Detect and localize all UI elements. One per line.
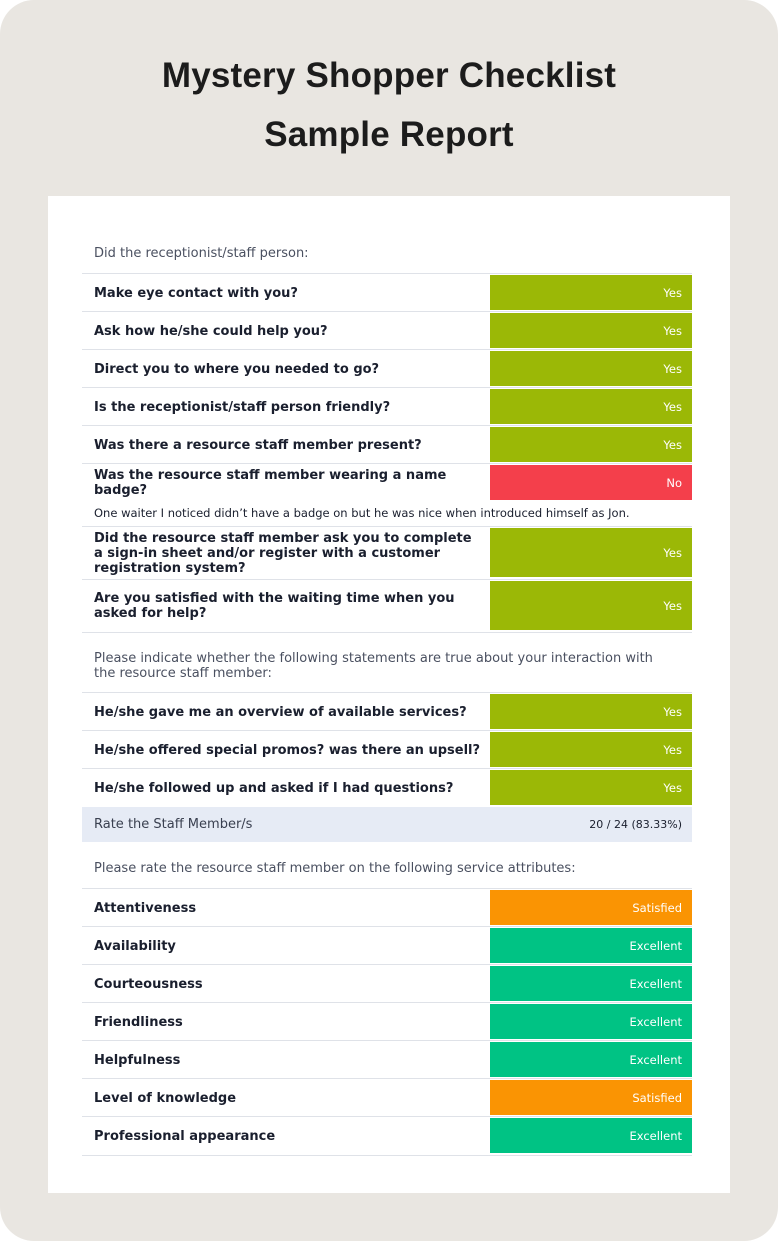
answer-note: One waiter I noticed didn’t have a badge… [94, 506, 630, 520]
page-title: Mystery Shopper Checklist [161, 56, 617, 95]
rating-score: 20 / 24 (83.33%) [589, 818, 682, 831]
rating-badge: Excellent [490, 928, 692, 963]
question-row: He/she offered special promos? was there… [82, 730, 692, 769]
attribute-name: Attentiveness [94, 900, 197, 916]
question-text: Ask how he/she could help you? [94, 323, 328, 339]
answer-badge: Yes [490, 770, 692, 805]
answer-badge: Yes [490, 427, 692, 462]
answer-badge: Yes [490, 351, 692, 386]
question-row: Is the receptionist/staff person friendl… [82, 387, 692, 426]
attribute-row: Professional appearance Excellent [82, 1116, 692, 1156]
rating-badge: Excellent [490, 1118, 692, 1153]
question-text: Is the receptionist/staff person friendl… [94, 399, 391, 415]
question-row: Was there a resource staff member presen… [82, 425, 692, 464]
rating-label: Rate the Staff Member/s [94, 817, 253, 832]
rating-badge: Excellent [490, 1004, 692, 1039]
attribute-row: Level of knowledge Satisfied [82, 1078, 692, 1117]
section-intro: Please indicate whether the following st… [94, 651, 653, 681]
attribute-name: Availability [94, 938, 176, 954]
attribute-name: Level of knowledge [94, 1090, 237, 1106]
attribute-name: Professional appearance [94, 1128, 276, 1144]
question-text: Was there a resource staff member presen… [94, 437, 422, 453]
answer-badge: Yes [490, 275, 692, 310]
answer-badge: Yes [490, 732, 692, 767]
answer-badge: Yes [490, 694, 692, 729]
attribute-name: Friendliness [94, 1014, 183, 1030]
question-row: Did the resource staff member ask you to… [82, 526, 692, 579]
rating-badge: Excellent [490, 966, 692, 1001]
answer-badge: Yes [490, 313, 692, 348]
question-row: He/she gave me an overview of available … [82, 692, 692, 731]
section-intro: Did the receptionist/staff person: [94, 246, 309, 261]
rating-summary: Rate the Staff Member/s 20 / 24 (83.33%) [82, 807, 692, 842]
attribute-name: Helpfulness [94, 1052, 181, 1068]
report-card: Did the receptionist/staff person: Make … [48, 196, 730, 1193]
attribute-row: Attentiveness Satisfied [82, 888, 692, 927]
question-text: Did the resource staff member ask you to… [94, 530, 472, 576]
question-text: He/she followed up and asked if I had qu… [94, 780, 454, 796]
question-text: Direct you to where you needed to go? [94, 361, 380, 377]
question-row: Make eye contact with you? Yes [82, 273, 692, 312]
question-text: Was the resource staff member wearing a … [94, 468, 447, 498]
question-row: Direct you to where you needed to go? Ye… [82, 349, 692, 388]
section-intro: Please rate the resource staff member on… [94, 861, 576, 876]
question-row: Are you satisfied with the waiting time … [82, 579, 692, 633]
question-text: He/she gave me an overview of available … [94, 704, 467, 720]
rating-badge: Excellent [490, 1042, 692, 1077]
attribute-row: Friendliness Excellent [82, 1002, 692, 1041]
question-row: Ask how he/she could help you? Yes [82, 311, 692, 350]
question-row: Was the resource staff member wearing a … [82, 463, 692, 502]
attribute-row: Helpfulness Excellent [82, 1040, 692, 1079]
rating-badge: Satisfied [490, 1080, 692, 1115]
attribute-name: Courteousness [94, 976, 203, 992]
answer-badge: Yes [490, 581, 692, 630]
answer-badge: Yes [490, 528, 692, 577]
answer-badge: Yes [490, 389, 692, 424]
rating-badge: Satisfied [490, 890, 692, 925]
question-text: Make eye contact with you? [94, 285, 298, 301]
attribute-row: Availability Excellent [82, 926, 692, 965]
question-text: Are you satisfied with the waiting time … [94, 591, 455, 621]
question-text: He/she offered special promos? was there… [94, 742, 481, 758]
answer-badge: No [490, 465, 692, 500]
attribute-row: Courteousness Excellent [82, 964, 692, 1003]
page-subtitle: Sample Report [264, 115, 514, 154]
question-row: He/she followed up and asked if I had qu… [82, 768, 692, 807]
